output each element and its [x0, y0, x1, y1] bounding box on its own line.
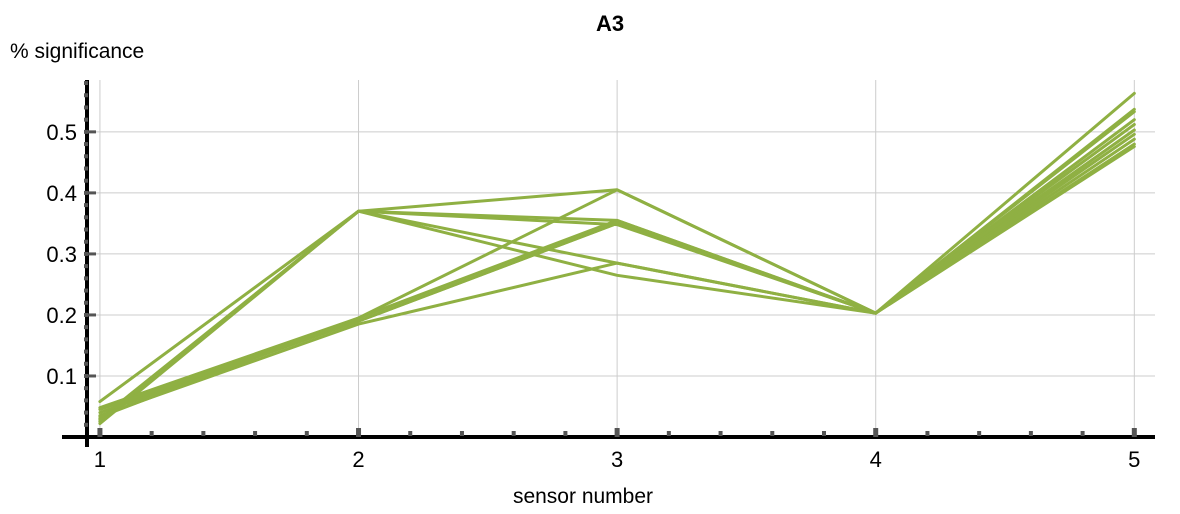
y-major-tick — [84, 130, 96, 134]
y-minor-tick — [84, 154, 88, 159]
y-minor-tick — [84, 215, 88, 220]
y-minor-tick — [84, 288, 88, 293]
x-major-tick — [356, 428, 362, 437]
x-minor-tick — [408, 431, 413, 436]
y-minor-tick — [84, 178, 88, 183]
x-minor-tick — [149, 431, 154, 436]
gridlines — [87, 80, 1155, 437]
y-minor-tick — [84, 361, 88, 366]
x-minor-tick — [563, 431, 568, 436]
x-tick-label: 5 — [1128, 447, 1140, 472]
y-tick-label: 0.1 — [46, 364, 77, 389]
series-lines — [98, 91, 1136, 426]
x-axis-label: sensor number — [513, 485, 653, 508]
y-minor-tick — [84, 239, 88, 244]
tick-labels: 1 2 3 4 5 0.1 0.2 0.3 0.4 0.5 — [46, 120, 1140, 472]
x-minor-tick — [1080, 431, 1085, 436]
x-major-tick — [873, 428, 879, 437]
y-minor-tick — [84, 325, 88, 330]
y-minor-tick — [84, 227, 88, 232]
x-tick-label: 1 — [94, 447, 106, 472]
x-tick-label: 2 — [352, 447, 364, 472]
x-minor-tick — [459, 431, 464, 436]
x-tick-label: 4 — [870, 447, 882, 472]
x-minor-tick — [201, 431, 206, 436]
y-tick-label: 0.3 — [46, 242, 77, 267]
y-minor-tick — [84, 349, 88, 354]
y-tick-label: 0.4 — [46, 181, 77, 206]
x-minor-tick — [925, 431, 930, 436]
y-minor-tick — [84, 105, 88, 110]
y-minor-tick — [84, 203, 88, 208]
x-minor-tick — [666, 431, 671, 436]
y-minor-tick — [84, 81, 88, 86]
chart-title: A3 — [596, 11, 624, 36]
y-minor-tick — [84, 117, 88, 122]
y-minor-tick — [84, 142, 88, 147]
x-major-tick — [97, 428, 103, 437]
y-tick-label: 0.5 — [46, 120, 77, 145]
y-axis-label: % significance — [10, 40, 144, 63]
y-minor-tick — [84, 386, 88, 391]
axes — [62, 80, 1155, 447]
y-tick-label: 0.2 — [46, 303, 77, 328]
y-major-tick — [84, 313, 96, 317]
x-minor-tick — [977, 431, 982, 436]
y-minor-tick — [84, 398, 88, 403]
y-minor-tick — [84, 422, 88, 427]
x-major-tick — [1131, 428, 1137, 437]
y-minor-tick — [84, 276, 88, 281]
y-major-tick — [84, 374, 96, 378]
y-major-tick — [84, 252, 96, 256]
y-minor-tick — [84, 410, 88, 415]
series-line-6 — [98, 110, 1136, 410]
series-line-10 — [98, 145, 1136, 419]
x-minor-tick — [304, 431, 309, 436]
x-minor-tick — [821, 431, 826, 436]
y-minor-tick — [84, 337, 88, 342]
x-minor-tick — [253, 431, 258, 436]
x-major-tick — [614, 428, 620, 437]
y-minor-tick — [84, 264, 88, 269]
x-minor-tick — [718, 431, 723, 436]
y-minor-tick — [84, 300, 88, 305]
x-minor-tick — [770, 431, 775, 436]
x-minor-tick — [511, 431, 516, 436]
y-minor-tick — [84, 93, 88, 98]
x-minor-tick — [1028, 431, 1033, 436]
x-tick-label: 3 — [611, 447, 623, 472]
y-major-tick — [84, 191, 96, 195]
y-minor-tick — [84, 166, 88, 171]
series-line-1 — [98, 91, 1136, 404]
